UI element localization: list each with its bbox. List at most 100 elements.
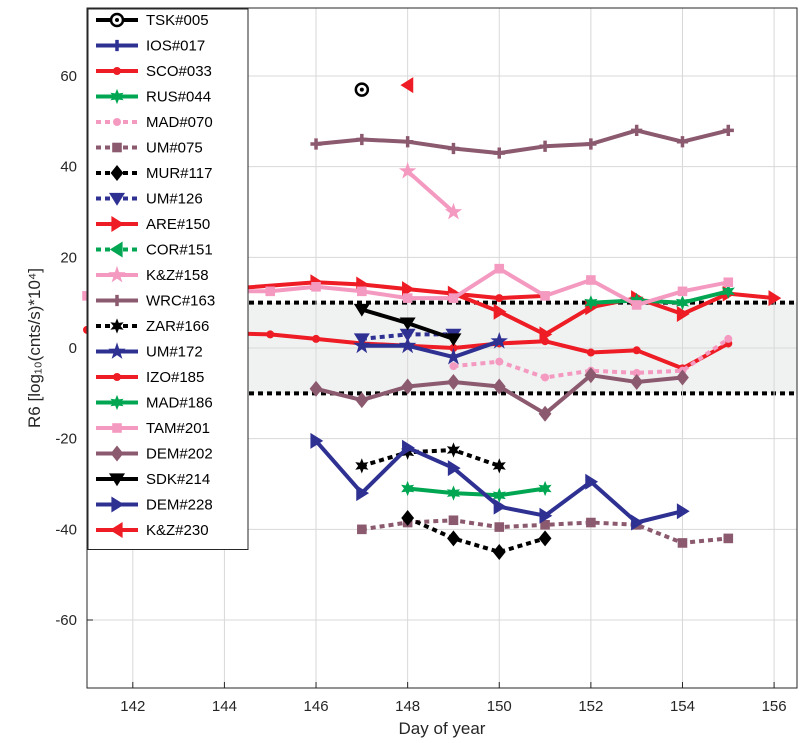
legend-label: K&Z#158 bbox=[146, 267, 209, 284]
data-point bbox=[539, 507, 553, 524]
legend-label: IZO#185 bbox=[146, 369, 204, 386]
legend-marker bbox=[109, 241, 123, 258]
data-point bbox=[492, 378, 506, 395]
data-point bbox=[768, 290, 782, 307]
data-point bbox=[493, 303, 507, 320]
legend-marker-center bbox=[115, 18, 119, 22]
y-axis-label: R6 [log₁₀(cnts/s)*10⁴] bbox=[25, 268, 44, 428]
data-point bbox=[447, 460, 461, 477]
series-line bbox=[86, 327, 730, 371]
x-tick-label: 146 bbox=[304, 698, 329, 715]
data-point bbox=[539, 326, 553, 343]
legend-marker bbox=[110, 445, 124, 462]
data-point bbox=[586, 275, 596, 285]
data-point bbox=[357, 286, 367, 297]
x-axis-label: Day of year bbox=[399, 719, 486, 738]
data-point bbox=[448, 293, 459, 303]
data-point bbox=[356, 133, 368, 146]
data-point bbox=[630, 374, 644, 390]
legend-marker bbox=[108, 265, 126, 283]
data-point-center bbox=[359, 87, 364, 92]
data-point bbox=[402, 281, 415, 298]
legend-label: DEM#228 bbox=[146, 497, 213, 514]
data-point bbox=[540, 291, 550, 301]
legend-marker bbox=[109, 473, 125, 487]
data-point bbox=[401, 510, 415, 526]
data-point bbox=[401, 480, 415, 497]
x-tick-label: 142 bbox=[120, 698, 145, 715]
x-tick-label: 152 bbox=[578, 698, 603, 715]
legend-label: ZAR#166 bbox=[146, 318, 209, 335]
series-line bbox=[224, 280, 775, 337]
series-10 bbox=[398, 162, 463, 220]
data-point bbox=[447, 530, 460, 547]
series-line bbox=[315, 128, 729, 156]
data-point bbox=[586, 348, 595, 357]
data-point bbox=[311, 282, 321, 292]
legend-label: ARE#150 bbox=[146, 216, 210, 233]
data-point bbox=[490, 332, 508, 349]
series-group bbox=[82, 77, 782, 560]
legend-marker bbox=[110, 318, 124, 334]
data-point bbox=[586, 517, 596, 528]
data-point bbox=[494, 522, 505, 532]
legend-marker bbox=[112, 423, 122, 433]
data-point bbox=[402, 136, 414, 148]
series-11 bbox=[310, 124, 734, 159]
data-point bbox=[446, 485, 460, 501]
legend-marker bbox=[110, 394, 124, 411]
data-point bbox=[353, 336, 371, 354]
x-tick-label: 154 bbox=[670, 698, 695, 715]
legend-marker bbox=[111, 216, 125, 232]
series-13 bbox=[353, 332, 508, 365]
data-point bbox=[444, 202, 463, 220]
data-point bbox=[539, 140, 551, 152]
legend-marker bbox=[113, 373, 121, 381]
data-point bbox=[540, 520, 550, 530]
data-point bbox=[265, 286, 276, 297]
data-point bbox=[631, 514, 644, 531]
data-point bbox=[399, 317, 416, 331]
data-point bbox=[446, 442, 460, 458]
legend-label: MUR#117 bbox=[146, 165, 212, 182]
data-point bbox=[353, 303, 370, 317]
plot-frame bbox=[86, 7, 798, 689]
legend-marker bbox=[110, 165, 124, 181]
series-17 bbox=[309, 367, 689, 422]
data-point bbox=[310, 432, 324, 449]
y-tick-label: -40 bbox=[55, 521, 77, 538]
data-point bbox=[675, 295, 690, 311]
data-point bbox=[402, 439, 415, 456]
data-point bbox=[676, 306, 690, 322]
legend-label: K&Z#230 bbox=[146, 522, 209, 539]
data-point bbox=[723, 533, 734, 544]
data-point bbox=[356, 485, 370, 502]
data-point bbox=[493, 147, 505, 159]
legend-marker bbox=[113, 67, 121, 75]
data-point bbox=[444, 347, 463, 365]
data-point bbox=[677, 538, 688, 548]
series-line bbox=[361, 339, 500, 360]
legend-label: SDK#214 bbox=[146, 471, 210, 488]
x-tick-label: 156 bbox=[762, 698, 787, 715]
x-tick-label: 148 bbox=[395, 698, 420, 715]
data-point bbox=[538, 530, 552, 547]
data-point bbox=[310, 138, 322, 150]
legend-label: IOS#017 bbox=[146, 38, 205, 55]
data-point bbox=[398, 162, 417, 179]
series-0 bbox=[354, 82, 370, 97]
legend-label: TSK#005 bbox=[146, 12, 209, 29]
legend-label: UM#172 bbox=[146, 344, 203, 361]
legend-label: COR#151 bbox=[146, 242, 213, 259]
legend-marker bbox=[111, 39, 123, 52]
series-18 bbox=[353, 303, 462, 347]
series-line bbox=[590, 289, 729, 305]
legend: TSK#005 IOS#017 SCO#033 RUS#044 MAD#070 UM#07… bbox=[87, 8, 249, 550]
data-point bbox=[631, 124, 643, 136]
legend-label: UM#126 bbox=[146, 191, 203, 208]
data-point bbox=[492, 544, 506, 560]
legend-label: TAM#201 bbox=[146, 420, 210, 437]
legend-label: MAD#070 bbox=[146, 114, 213, 131]
series-12 bbox=[355, 442, 506, 474]
